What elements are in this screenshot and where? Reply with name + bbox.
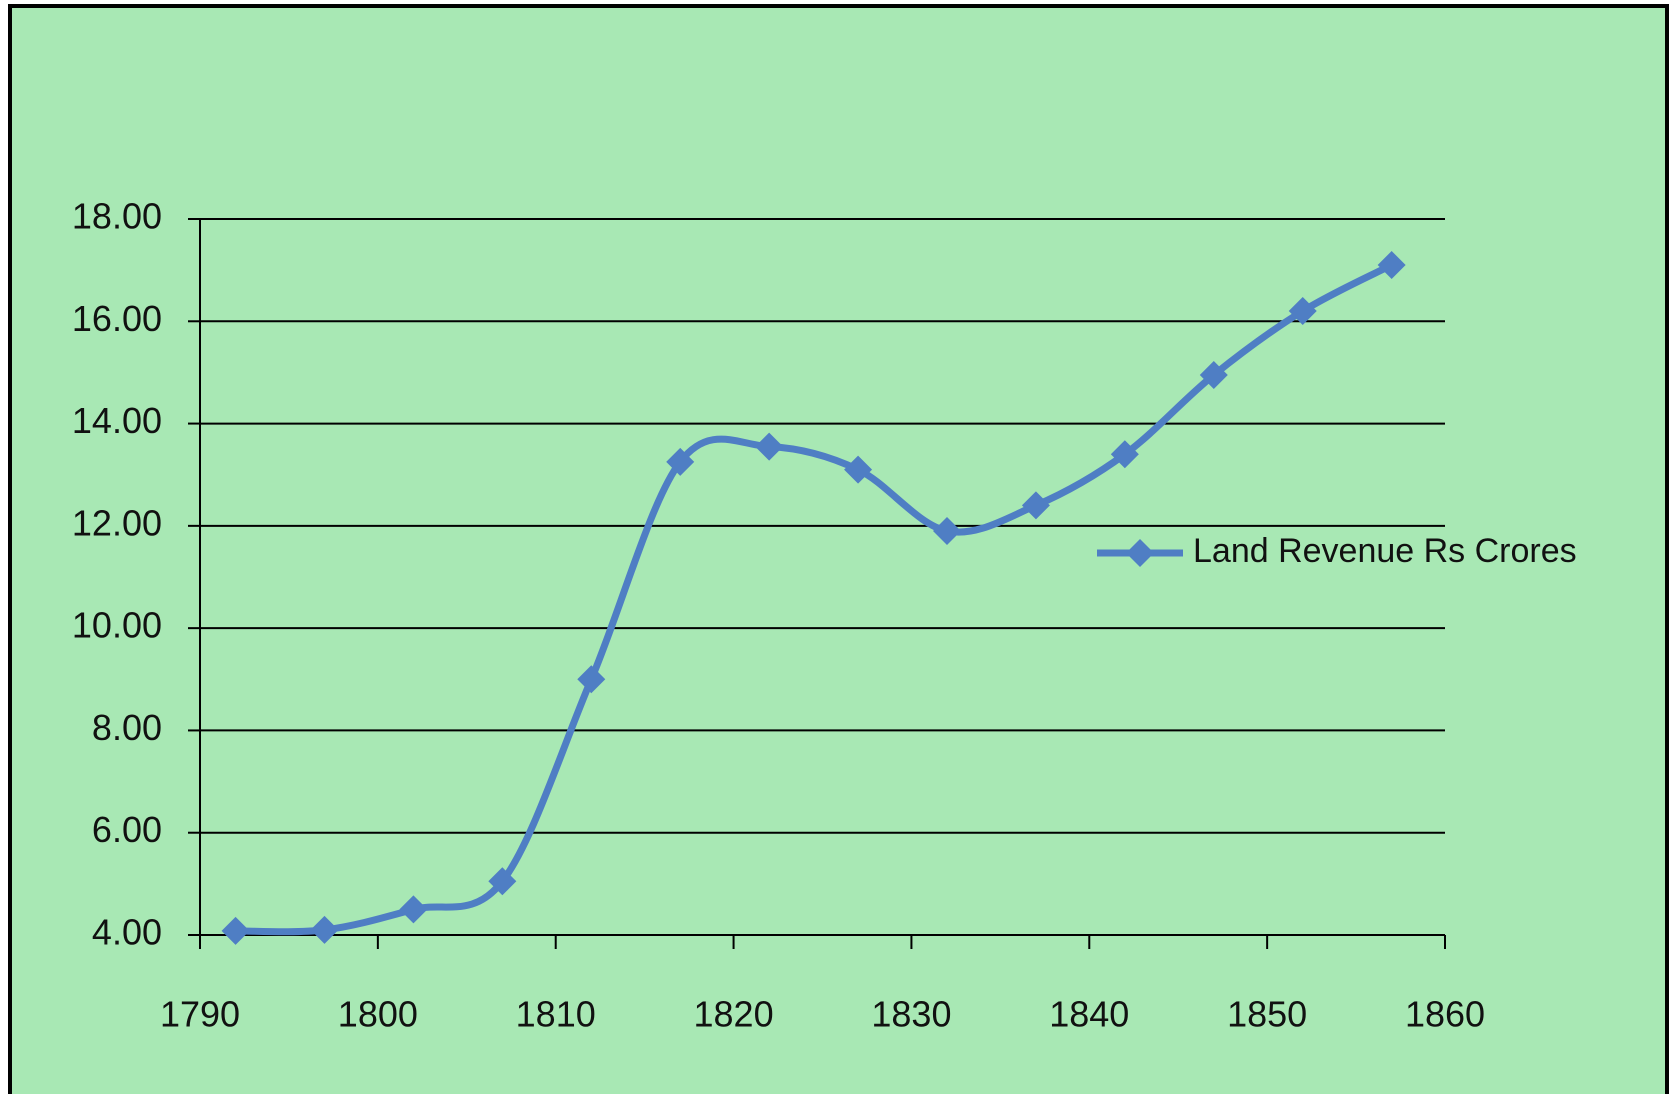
data-point bbox=[310, 915, 339, 944]
x-tick-label: 1790 bbox=[160, 994, 240, 1035]
data-point bbox=[399, 895, 428, 924]
data-point bbox=[666, 447, 695, 476]
y-tick-label: 18.00 bbox=[72, 196, 162, 237]
data-point bbox=[221, 916, 250, 945]
y-tick-label: 16.00 bbox=[72, 298, 162, 339]
y-tick-label: 10.00 bbox=[72, 605, 162, 646]
data-point bbox=[1110, 440, 1139, 469]
data-point bbox=[844, 455, 873, 484]
data-point bbox=[1199, 360, 1228, 389]
data-point bbox=[933, 516, 961, 545]
chart-background bbox=[8, 4, 1669, 1094]
legend-label: Land Revenue Rs Crores bbox=[1193, 532, 1577, 570]
x-tick-label: 1830 bbox=[871, 994, 951, 1035]
y-tick-label: 6.00 bbox=[92, 809, 162, 850]
legend-marker bbox=[1126, 539, 1154, 567]
x-tick-label: 1860 bbox=[1405, 994, 1485, 1035]
y-tick-label: 14.00 bbox=[72, 400, 162, 441]
x-tick-label: 1810 bbox=[516, 994, 596, 1035]
x-tick-label: 1820 bbox=[694, 994, 774, 1035]
data-point bbox=[1377, 251, 1406, 280]
y-tick-label: 8.00 bbox=[92, 707, 162, 748]
y-tick-label: 12.00 bbox=[72, 502, 162, 543]
x-tick-label: 1840 bbox=[1049, 994, 1129, 1035]
data-point bbox=[577, 665, 606, 694]
data-point bbox=[1288, 297, 1317, 326]
y-tick-label: 4.00 bbox=[92, 912, 162, 953]
data-point bbox=[755, 432, 784, 461]
data-point bbox=[1021, 491, 1050, 520]
data-point bbox=[488, 867, 517, 896]
x-tick-label: 1800 bbox=[338, 994, 418, 1035]
x-tick-label: 1850 bbox=[1227, 994, 1307, 1035]
